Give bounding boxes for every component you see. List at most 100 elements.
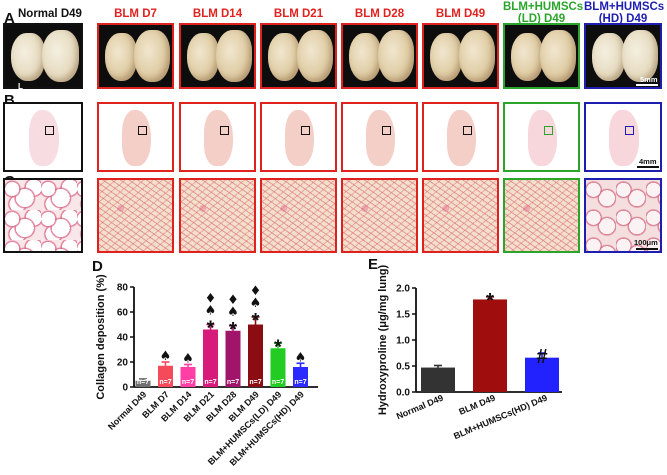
lung-section-1	[97, 102, 174, 172]
magnified-region-box-0	[45, 126, 54, 135]
tissue-texture-5	[424, 180, 497, 251]
y-tick-label-2: 40	[117, 333, 129, 344]
lung-section-3	[260, 102, 337, 172]
bar-5	[248, 324, 263, 387]
y-tick-label-0: 0	[122, 383, 128, 394]
section-shape-3	[285, 110, 315, 166]
column-label-5: BLM D49	[435, 8, 486, 20]
n-label-4: n=7	[227, 379, 239, 386]
n-label-3: n=7	[204, 379, 216, 386]
section-shape-5	[447, 110, 477, 166]
left-lung-lobe-4	[349, 33, 382, 81]
significance-5-2: *	[252, 310, 260, 332]
section-shape-2	[204, 110, 234, 166]
right-lung-lobe-0	[41, 30, 79, 82]
left-lung-lobe-1	[105, 33, 138, 81]
category-label-2: BLM+HUMSCs(HD) D49	[452, 393, 549, 442]
n-label-5: n=7	[249, 379, 261, 386]
section-shape-1	[122, 110, 152, 166]
tissue-texture-4	[343, 180, 416, 251]
bar-3	[203, 329, 218, 387]
y-axis-label: Collagen deposition (%)	[95, 274, 107, 400]
magnified-region-box-6	[543, 126, 553, 135]
scalebar-b-line	[637, 166, 659, 168]
gross-lung-photo-1	[97, 23, 174, 89]
significance-1-0: *	[486, 290, 494, 312]
scalebar-c-label: 100μm	[634, 238, 658, 247]
significance-1-0: ♠	[160, 349, 172, 364]
hydroxyproline-chart: 0.0 0.5 1.0 1.5 2.0 Hydroxyproline (μg/mg lun…	[377, 264, 562, 442]
y-tick-label-3: 60	[117, 308, 129, 319]
right-lung-lobe-5	[459, 30, 495, 82]
significance-4-1: ♠	[227, 305, 239, 320]
histology-image-0	[3, 178, 83, 253]
right-lobe-label: R	[87, 82, 93, 91]
panel-letter-b: B	[4, 92, 15, 109]
right-lung-lobe-4	[378, 30, 414, 82]
n-label-1: n=7	[159, 379, 171, 386]
significance-3-1: ♠	[205, 304, 217, 319]
scalebar-a-line	[636, 84, 658, 86]
category-label-1: BLM D49	[457, 393, 496, 417]
panel-letter-e: E	[368, 256, 379, 273]
panel-letter-a: A	[4, 10, 15, 27]
significance-5-0: ♦	[250, 284, 262, 299]
gross-lung-photo-4	[341, 23, 418, 89]
n-label-6: n=7	[272, 379, 284, 386]
significance-3-2: *	[207, 318, 215, 340]
magnified-region-box-7	[625, 126, 634, 135]
left-lung-lobe-0	[11, 33, 45, 81]
left-lung-lobe-7	[592, 33, 625, 81]
panel-letter-d: D	[92, 258, 103, 275]
n-label-0: n=7	[137, 379, 149, 386]
y-tick-label-0: 0.0	[396, 388, 410, 399]
left-lobe-label: L	[18, 82, 23, 91]
bar-0	[421, 367, 455, 392]
section-shape-7	[609, 110, 640, 166]
column-label-3: BLM D21	[273, 8, 324, 20]
histology-image-5	[422, 178, 499, 253]
histology-image-1	[97, 178, 174, 253]
bar-4	[225, 330, 241, 387]
gross-lung-photo-5	[422, 23, 499, 89]
gross-lung-photo-0	[3, 23, 83, 89]
gross-lung-photo-2	[179, 23, 256, 89]
bar-6	[270, 348, 286, 387]
lung-section-4	[341, 102, 418, 172]
magnified-region-box-3	[300, 126, 310, 135]
y-tick-label-4: 2.0	[396, 284, 410, 295]
column-label-0: Normal D49	[18, 8, 82, 20]
scalebar-a-label: 5mm	[640, 75, 658, 84]
y-axis-label: Hydroxyproline (μg/mg lung)	[377, 264, 389, 415]
bar-1	[473, 299, 507, 392]
histology-image-3	[260, 178, 337, 253]
magnified-region-box-5	[462, 126, 472, 135]
bar-2	[525, 357, 559, 392]
significance-6-0: *	[274, 336, 282, 358]
scalebar-b-label: 4mm	[639, 157, 657, 166]
bar-0	[135, 380, 151, 387]
right-lung-lobe-6	[540, 30, 576, 82]
significance-5-1: ♠	[250, 296, 262, 311]
bar-2	[180, 367, 196, 387]
bar-7	[293, 367, 308, 387]
tissue-texture-1	[99, 180, 172, 251]
section-shape-4	[366, 110, 396, 166]
bar-1	[158, 365, 173, 387]
y-tick-label-2: 1.0	[396, 336, 410, 347]
section-shape-0	[29, 110, 60, 166]
histology-image-4	[341, 178, 418, 253]
significance-2-0: #	[536, 346, 547, 368]
gross-lung-photo-6	[503, 23, 580, 89]
tissue-texture-7	[586, 180, 660, 251]
tissue-texture-2	[181, 180, 254, 251]
significance-4-2: *	[229, 319, 237, 341]
left-lung-lobe-5	[430, 33, 463, 81]
column-label-2: BLM D14	[192, 8, 243, 20]
n-label-7: n=7	[294, 379, 306, 386]
histology-image-2	[179, 178, 256, 253]
lung-section-0	[3, 102, 83, 172]
column-label-7: BLM+HUMSCs (HD) D49	[584, 1, 665, 25]
lung-section-7	[584, 102, 662, 172]
